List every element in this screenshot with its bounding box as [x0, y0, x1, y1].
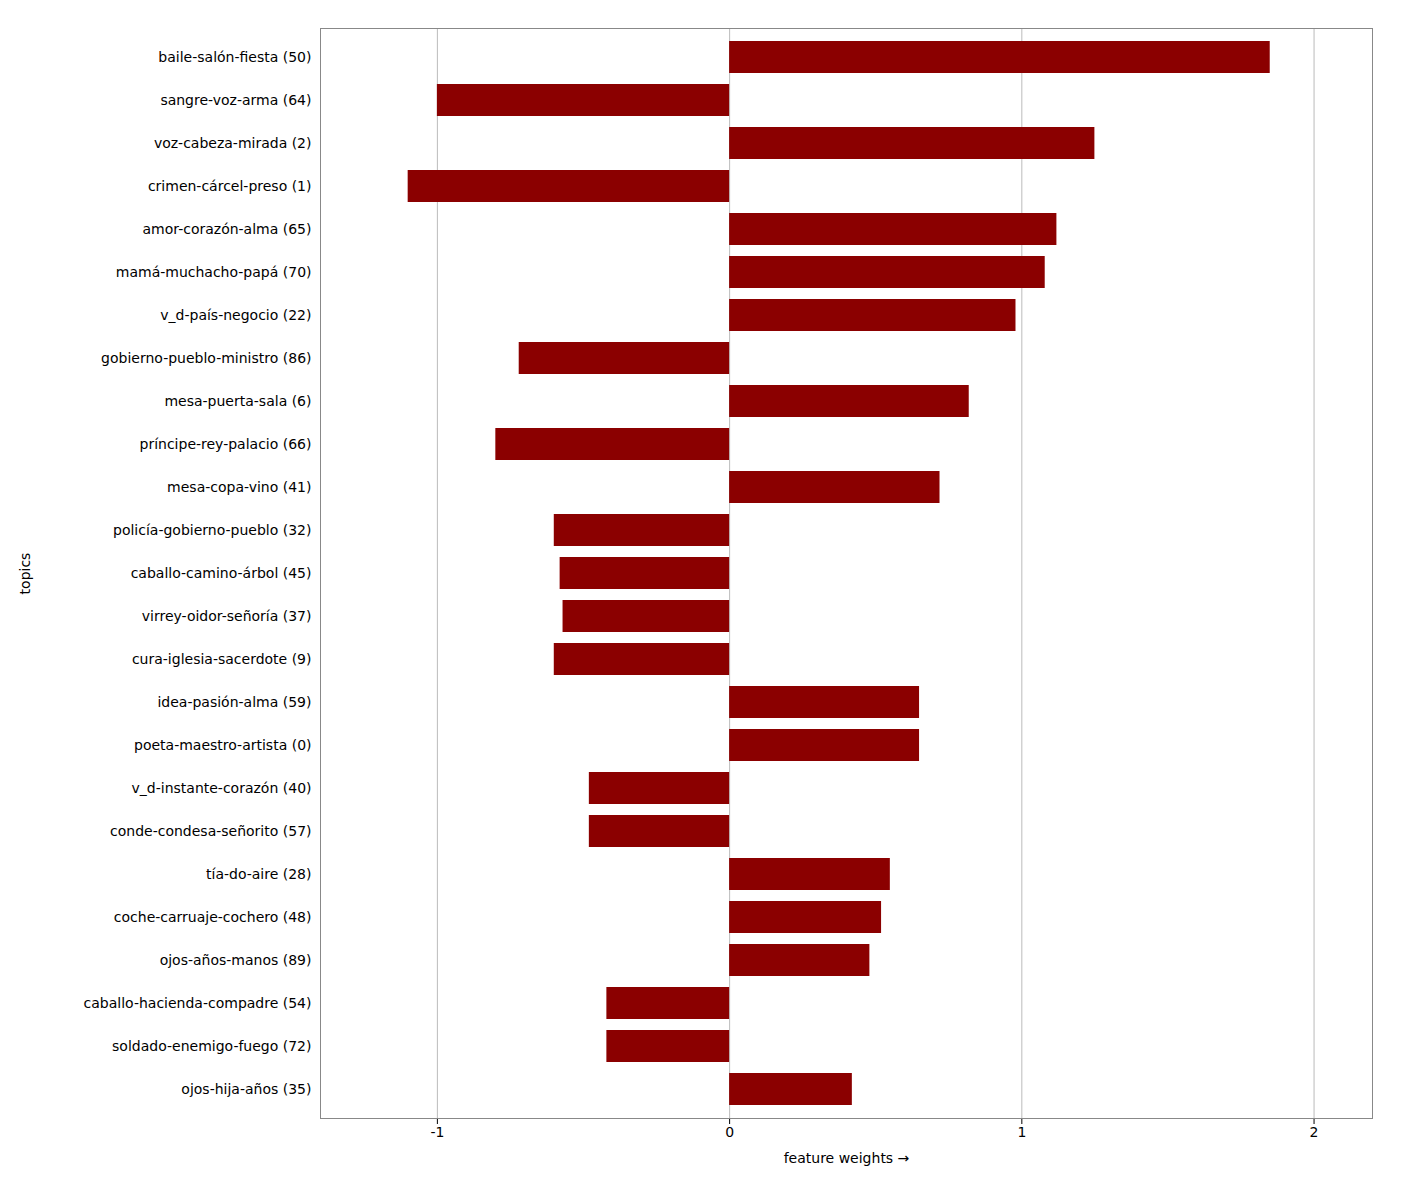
svg-text:sangre-voz-arma (64): sangre-voz-arma (64) [160, 92, 311, 108]
svg-text:caballo-camino-árbol (45): caballo-camino-árbol (45) [131, 565, 312, 581]
svg-text:tía-do-aire (28): tía-do-aire (28) [206, 866, 312, 882]
svg-text:príncipe-rey-palacio (66): príncipe-rey-palacio (66) [140, 436, 312, 452]
svg-text:conde-condesa-señorito (57): conde-condesa-señorito (57) [110, 823, 311, 839]
svg-text:crimen-cárcel-preso (1): crimen-cárcel-preso (1) [148, 178, 312, 194]
svg-text:cura-iglesia-sacerdote (9): cura-iglesia-sacerdote (9) [132, 651, 312, 667]
svg-text:ojos-años-manos (89): ojos-años-manos (89) [160, 952, 312, 968]
svg-text:virrey-oidor-señoría (37): virrey-oidor-señoría (37) [142, 608, 312, 624]
svg-text:gobierno-pueblo-ministro (86): gobierno-pueblo-ministro (86) [101, 350, 311, 366]
svg-text:2: 2 [1310, 1124, 1319, 1140]
svg-text:soldado-enemigo-fuego (72): soldado-enemigo-fuego (72) [112, 1038, 311, 1054]
svg-text:mamá-muchacho-papá (70): mamá-muchacho-papá (70) [116, 264, 312, 280]
svg-text:topics: topics [17, 553, 33, 595]
svg-text:mesa-copa-vino (41): mesa-copa-vino (41) [167, 479, 311, 495]
svg-text:policía-gobierno-pueblo (32): policía-gobierno-pueblo (32) [113, 522, 311, 538]
svg-text:coche-carruaje-cochero (48): coche-carruaje-cochero (48) [114, 909, 312, 925]
svg-text:baile-salón-fiesta (50): baile-salón-fiesta (50) [158, 49, 311, 65]
svg-text:feature weights →: feature weights → [784, 1150, 910, 1166]
svg-text:ojos-hija-años (35): ojos-hija-años (35) [181, 1081, 311, 1097]
svg-text:1: 1 [1017, 1124, 1026, 1140]
svg-text:v_d-país-negocio (22): v_d-país-negocio (22) [160, 307, 311, 323]
svg-text:v_d-instante-corazón (40): v_d-instante-corazón (40) [132, 780, 312, 796]
svg-text:mesa-puerta-sala (6): mesa-puerta-sala (6) [164, 393, 311, 409]
svg-text:amor-corazón-alma (65): amor-corazón-alma (65) [142, 221, 311, 237]
svg-text:caballo-hacienda-compadre (54): caballo-hacienda-compadre (54) [84, 995, 312, 1011]
svg-text:poeta-maestro-artista (0): poeta-maestro-artista (0) [134, 737, 311, 753]
svg-text:-1: -1 [430, 1124, 444, 1140]
svg-text:idea-pasión-alma (59): idea-pasión-alma (59) [157, 694, 311, 710]
svg-text:0: 0 [725, 1124, 734, 1140]
svg-text:voz-cabeza-mirada (2): voz-cabeza-mirada (2) [154, 135, 312, 151]
